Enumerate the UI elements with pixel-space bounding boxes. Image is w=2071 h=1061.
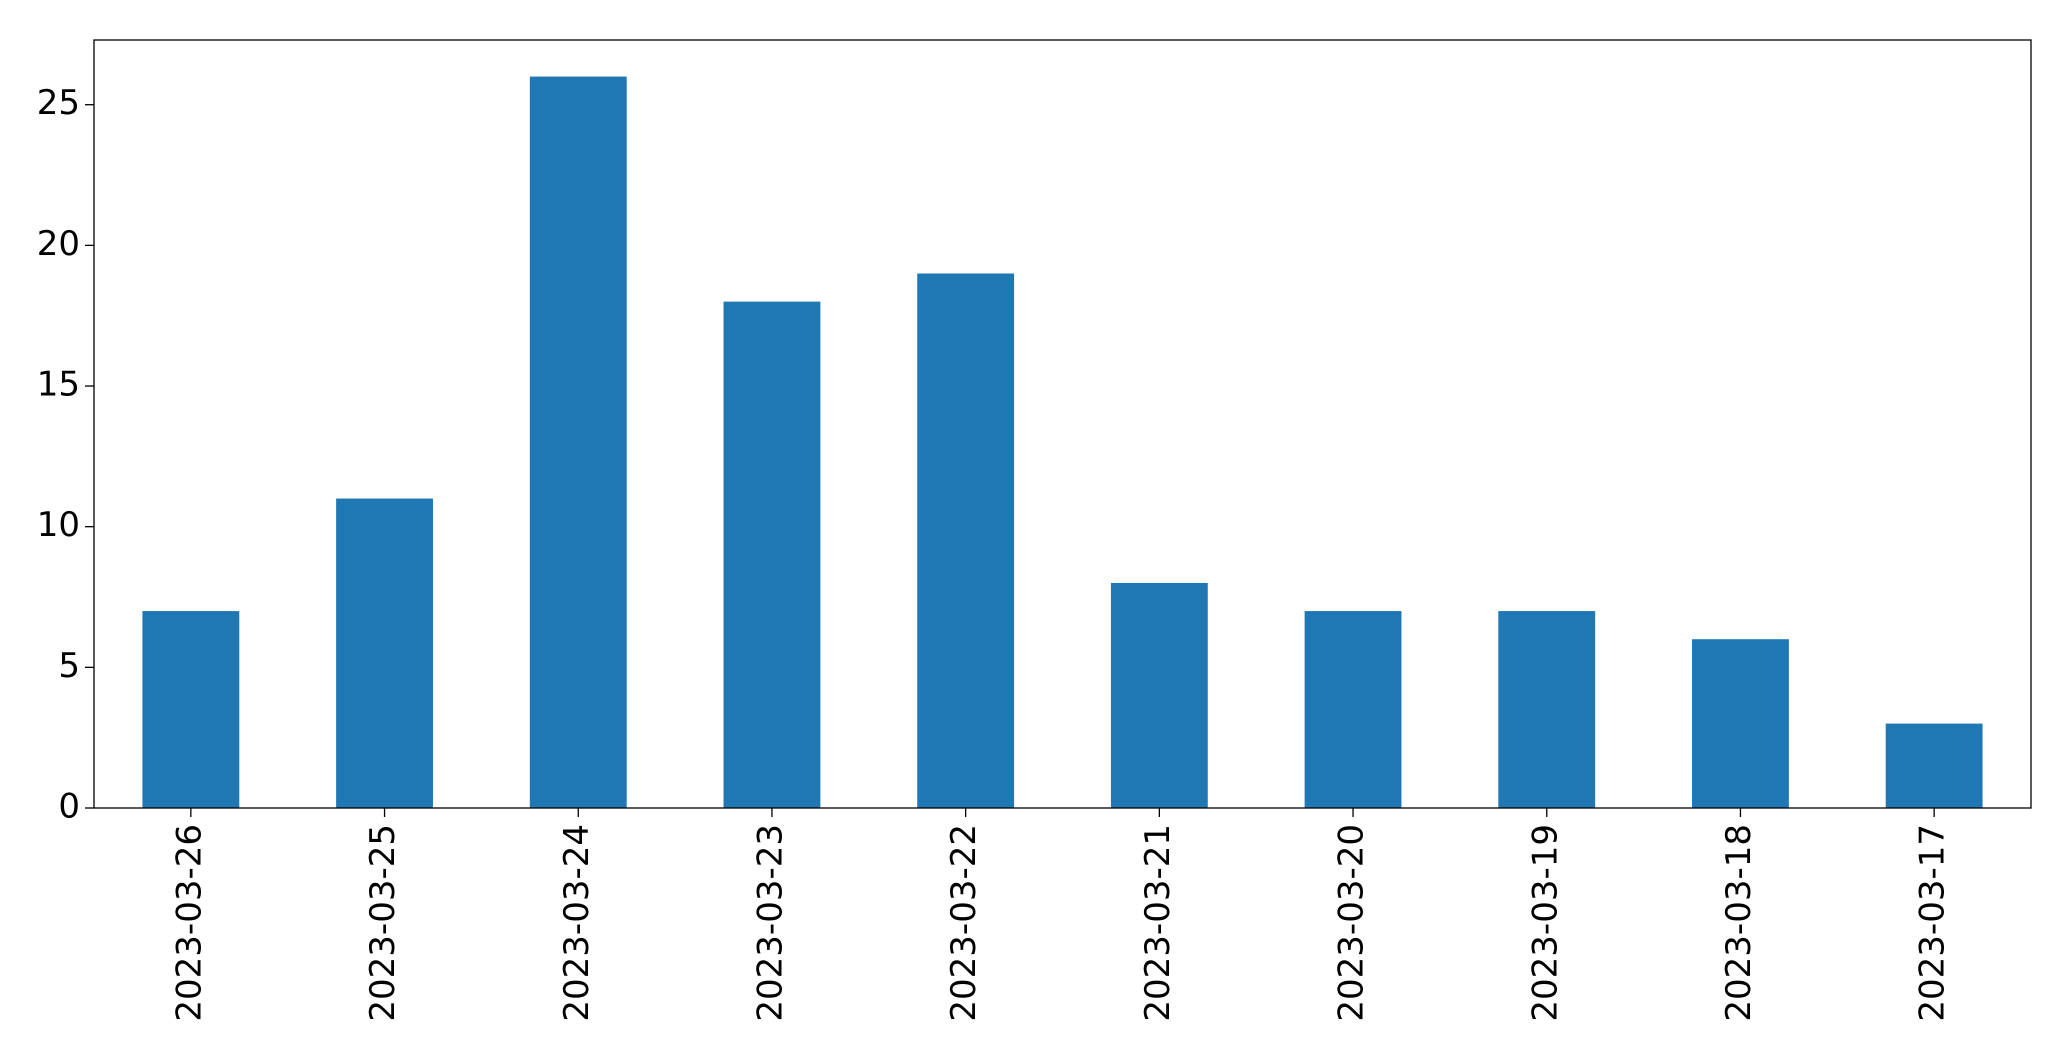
x-tick-label: 2023-03-21 [1138, 824, 1178, 1022]
y-tick-label: 0 [58, 787, 80, 827]
y-tick-label: 10 [37, 505, 80, 545]
bar [142, 611, 240, 808]
x-tick-label: 2023-03-20 [1332, 824, 1372, 1022]
x-tick-label: 2023-03-26 [169, 824, 209, 1022]
x-tick-label: 2023-03-25 [363, 824, 403, 1022]
bar [1304, 611, 1402, 808]
x-tick-label: 2023-03-18 [1719, 824, 1759, 1022]
x-tick-label: 2023-03-17 [1913, 824, 1953, 1022]
bar [529, 76, 627, 809]
x-tick-label: 2023-03-22 [944, 824, 984, 1022]
bar [723, 301, 821, 808]
y-tick-label: 15 [37, 365, 80, 405]
bar [336, 498, 433, 808]
bar [1498, 611, 1596, 808]
y-tick-label: 5 [58, 646, 80, 686]
x-tick-label: 2023-03-24 [557, 824, 597, 1022]
x-tick-label: 2023-03-19 [1525, 824, 1565, 1022]
y-tick-label: 20 [37, 224, 80, 264]
plot-frame [93, 39, 2032, 809]
bar [1110, 582, 1208, 808]
bar [1692, 639, 1789, 808]
x-tick-label: 2023-03-23 [750, 824, 790, 1022]
y-tick-label: 25 [37, 83, 80, 123]
bar [917, 273, 1015, 808]
bar [1885, 723, 1983, 808]
